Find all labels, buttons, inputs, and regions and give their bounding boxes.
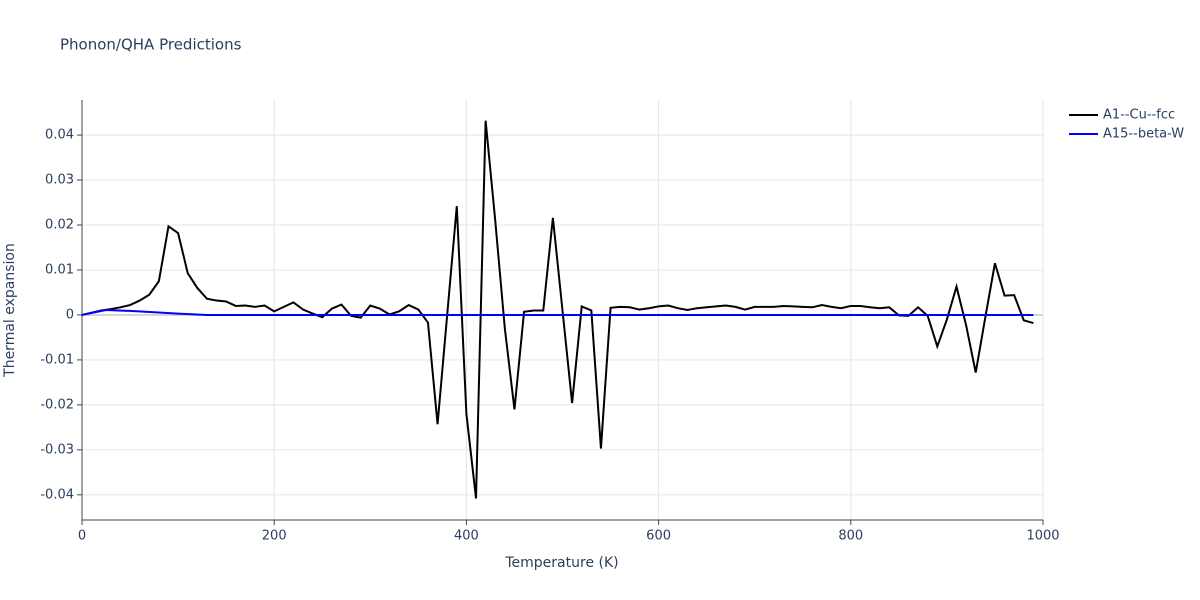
x-axis-title: Temperature (K) [504,555,618,571]
y-tick-label: -0.01 [40,352,74,367]
y-axis-title: Thermal expansion [2,243,18,378]
legend-label: A1--Cu--fcc [1103,108,1175,123]
y-tick-label: 0.01 [45,262,74,277]
y-tick-label: 0.03 [45,173,74,188]
x-tick-label: 400 [454,529,479,544]
chart-title: Phonon/QHA Predictions [60,36,242,54]
y-tick-label: 0 [66,307,74,322]
series-line [81,308,1034,316]
x-tick-label: 200 [262,529,287,544]
y-tick-label: -0.03 [40,442,74,457]
y-tick-label: 0.02 [45,218,74,233]
series-line [81,120,1034,499]
y-tick-label: 0.04 [45,128,74,143]
x-tick-label: 0 [78,529,86,544]
y-tick-label: -0.04 [40,487,74,502]
y-tick-label: -0.02 [40,397,74,412]
x-tick-label: 1000 [1026,529,1059,544]
x-tick-label: 600 [646,529,671,544]
legend-label: A15--beta-W [1103,127,1184,142]
x-tick-label: 800 [838,529,863,544]
